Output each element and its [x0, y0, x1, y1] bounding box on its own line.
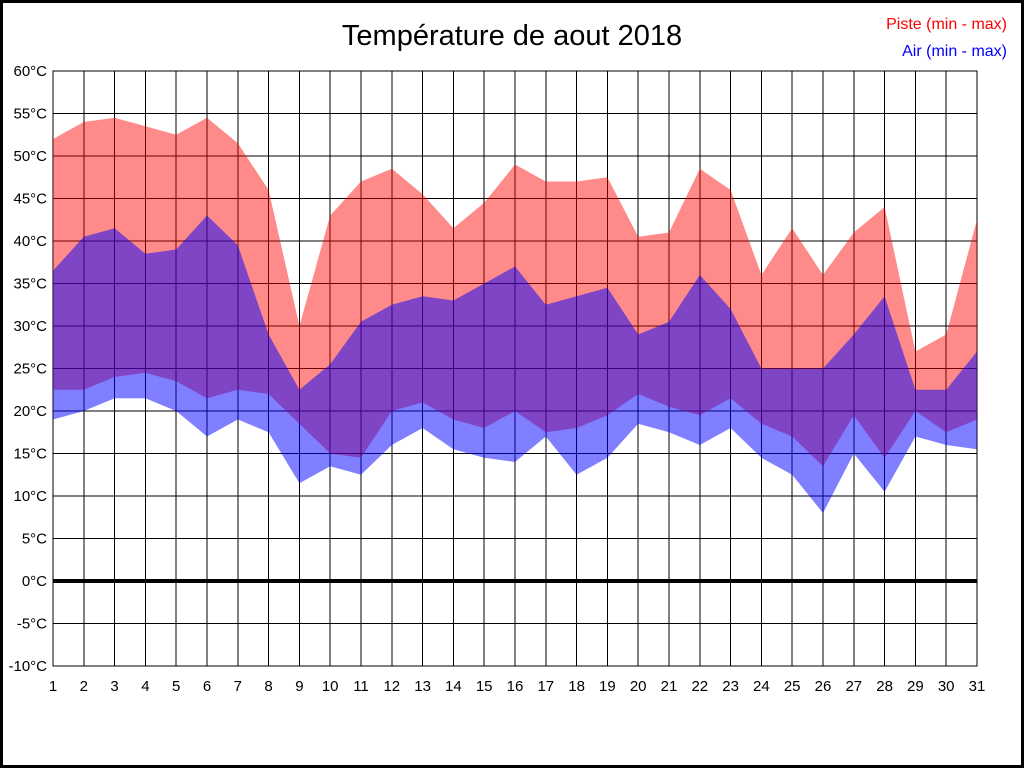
- x-tick-label: 27: [845, 678, 862, 695]
- x-tick-label: 2: [80, 678, 88, 695]
- x-tick-label: 18: [568, 678, 585, 695]
- y-tick-label: 20°C: [13, 403, 47, 420]
- x-tick-label: 16: [507, 678, 524, 695]
- x-tick-label: 24: [753, 678, 770, 695]
- legend-piste-label: Piste (min - max): [886, 16, 1007, 33]
- y-tick-label: 50°C: [13, 148, 47, 165]
- y-tick-label: 15°C: [13, 446, 47, 463]
- x-tick-label: 14: [445, 678, 462, 695]
- x-tick-label: 19: [599, 678, 616, 695]
- y-tick-label: 25°C: [13, 361, 47, 378]
- x-tick-label: 7: [234, 678, 242, 695]
- y-tick-label: 30°C: [13, 318, 47, 335]
- x-tick-label: 20: [630, 678, 647, 695]
- x-tick-label: 13: [414, 678, 431, 695]
- x-tick-label: 30: [938, 678, 955, 695]
- x-tick-label: 9: [295, 678, 303, 695]
- x-tick-label: 26: [815, 678, 832, 695]
- x-tick-label: 15: [476, 678, 493, 695]
- x-tick-label: 28: [876, 678, 893, 695]
- x-tick-label: 10: [322, 678, 339, 695]
- x-tick-label: 25: [784, 678, 801, 695]
- chart-title: Température de aout 2018: [341, 20, 683, 52]
- x-tick-label: 5: [172, 678, 180, 695]
- x-tick-label: 29: [907, 678, 924, 695]
- y-tick-label: 5°C: [22, 531, 47, 548]
- x-tick-label: 23: [722, 678, 739, 695]
- y-tick-label: 45°C: [13, 191, 47, 208]
- air-temperature-band: [53, 215, 977, 513]
- x-tick-label: 8: [264, 678, 272, 695]
- y-tick-label: 60°C: [13, 63, 47, 80]
- y-tick-label: 10°C: [13, 488, 47, 505]
- y-tick-label: 35°C: [13, 276, 47, 293]
- x-tick-label: 3: [110, 678, 118, 695]
- x-tick-label: 1: [49, 678, 57, 695]
- legend-air-label: Air (min - max): [902, 43, 1007, 60]
- x-tick-label: 4: [141, 678, 149, 695]
- y-tick-label: 0°C: [22, 573, 47, 590]
- y-tick-label: 55°C: [13, 106, 47, 123]
- x-tick-label: 22: [691, 678, 708, 695]
- x-tick-label: 17: [537, 678, 554, 695]
- y-tick-label: -5°C: [17, 616, 47, 633]
- x-tick-label: 21: [661, 678, 678, 695]
- chart-plot-area: 60°C55°C50°C45°C40°C35°C30°C25°C20°C15°C…: [8, 63, 986, 695]
- chart-legend: Piste (min - max) Air (min - max): [886, 11, 1007, 65]
- x-tick-label: 6: [203, 678, 211, 695]
- x-tick-label: 31: [969, 678, 986, 695]
- x-tick-label: 11: [353, 678, 369, 695]
- y-tick-label: 40°C: [13, 233, 47, 250]
- x-tick-label: 12: [383, 678, 400, 695]
- y-tick-label: -10°C: [8, 658, 47, 675]
